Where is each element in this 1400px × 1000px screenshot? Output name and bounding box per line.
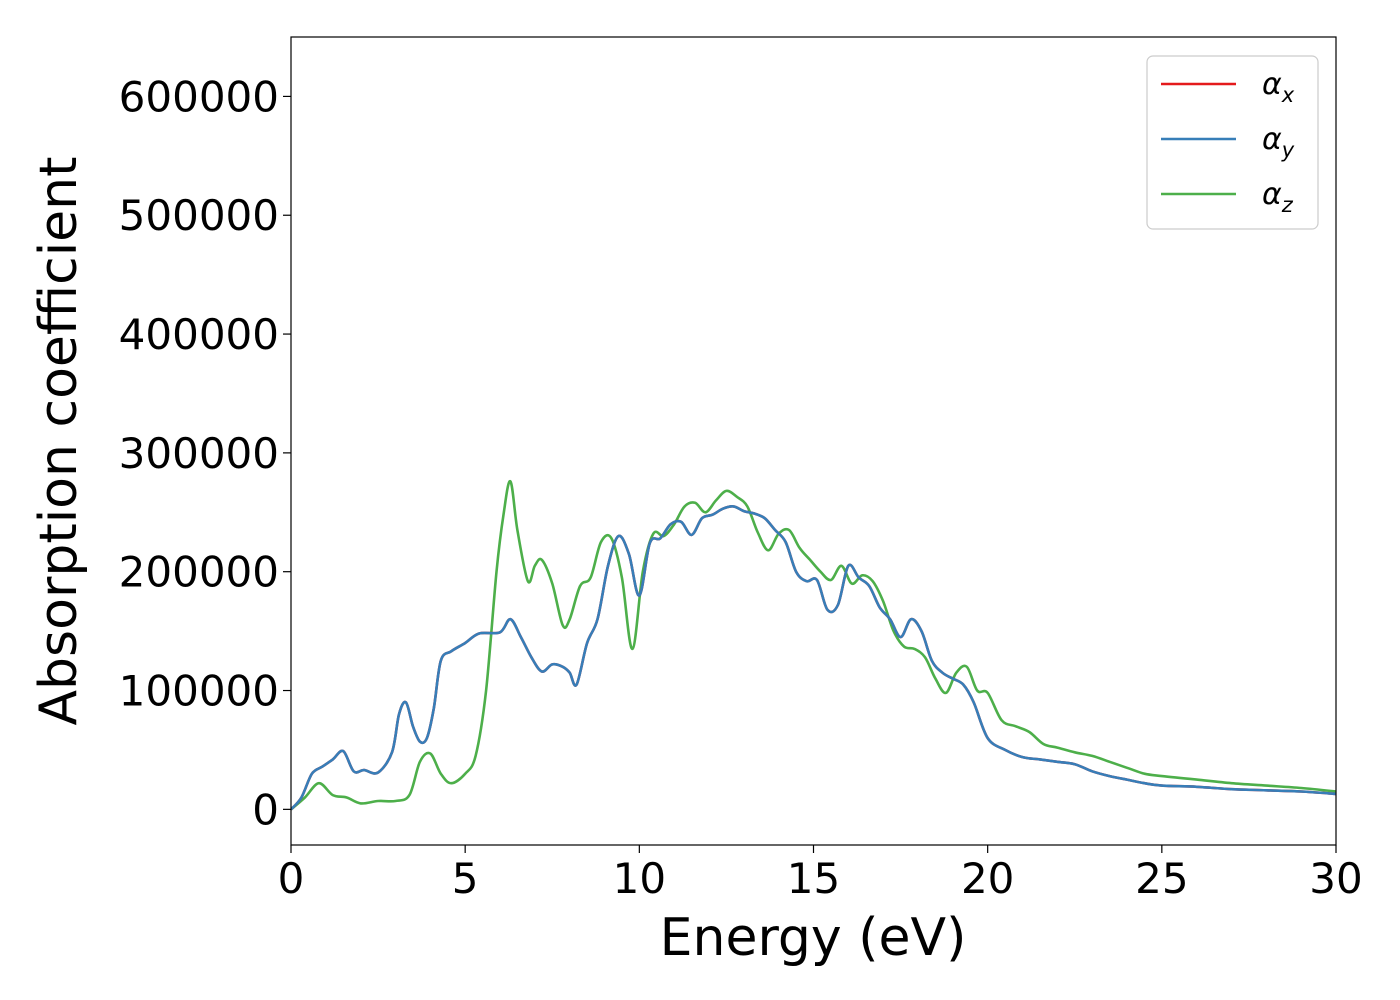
y-axis-ticks: 0 100000 200000 300000 400000 500000 600000 xyxy=(119,72,291,834)
series-layer xyxy=(291,480,1336,811)
x-tick-label: 25 xyxy=(1135,854,1188,903)
x-tick-label: 0 xyxy=(278,854,305,903)
x-tick-label: 30 xyxy=(1309,854,1362,903)
legend-box xyxy=(1146,55,1319,230)
series-line-alpha-y xyxy=(291,505,1336,811)
y-tick-label: 500000 xyxy=(119,191,279,240)
y-tick-label: 100000 xyxy=(119,667,279,716)
y-tick-label: 600000 xyxy=(119,72,279,121)
x-tick-label: 15 xyxy=(787,854,840,903)
y-tick-label: 200000 xyxy=(119,548,279,597)
y-tick-label: 300000 xyxy=(119,429,279,478)
x-tick-label: 20 xyxy=(961,854,1014,903)
series-line-alpha-x xyxy=(291,505,1336,811)
y-tick-label: 0 xyxy=(252,785,279,834)
series-line-alpha-z xyxy=(291,480,1336,811)
x-axis-ticks: 0 5 10 15 20 25 30 xyxy=(278,845,1363,903)
x-tick-label: 10 xyxy=(613,854,666,903)
y-tick-label: 400000 xyxy=(119,310,279,359)
x-tick-label: 5 xyxy=(452,854,479,903)
x-axis-title: Energy (eV) xyxy=(660,908,967,968)
y-axis-title: Absorption coefficient xyxy=(29,156,89,725)
